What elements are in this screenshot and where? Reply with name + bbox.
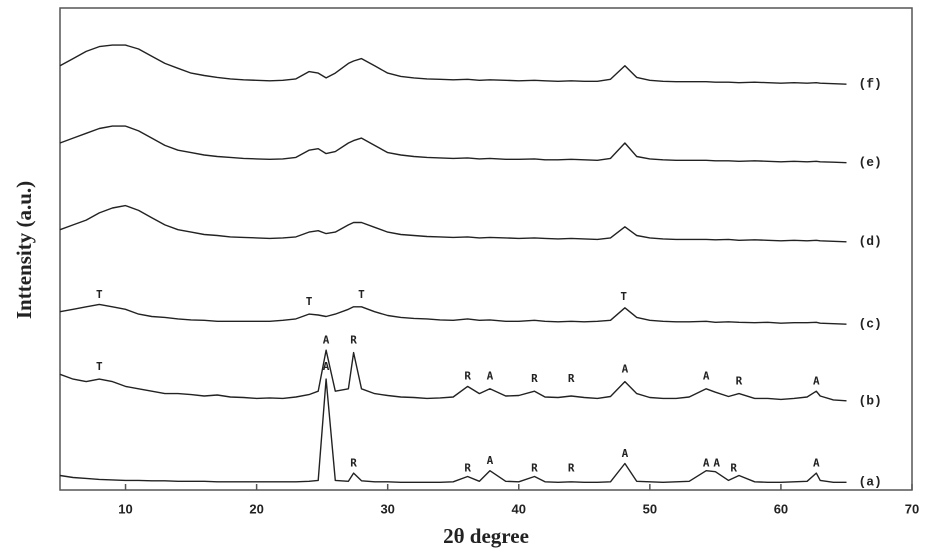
xrd-trace	[59, 204, 847, 243]
peak-label: T	[358, 288, 365, 301]
series-label: (e)	[858, 155, 881, 170]
x-axis-label: 2θ degree	[443, 524, 529, 548]
peak-label: A	[622, 363, 629, 376]
peak-label: R	[464, 370, 471, 383]
peak-label: R	[568, 461, 575, 474]
peak-label: R	[730, 461, 737, 474]
x-tick-label: 30	[380, 501, 394, 516]
x-tick-label: 70	[905, 501, 919, 516]
x-tick-label: 20	[249, 501, 263, 516]
x-tick-label: 10	[118, 501, 132, 516]
peak-label: A	[703, 370, 710, 383]
peak-label: A	[622, 447, 629, 460]
peak-label: A	[323, 334, 330, 347]
peak-label: A	[813, 375, 820, 388]
peak-label: T	[620, 290, 627, 303]
series-label: (c)	[858, 317, 881, 332]
xrd-trace	[59, 378, 847, 483]
xrd-trace	[59, 44, 847, 85]
x-tick-label: 40	[512, 501, 526, 516]
peak-label: T	[306, 295, 313, 308]
peak-label: R	[350, 456, 357, 469]
peak-label: A	[713, 456, 720, 469]
y-axis-label: Inttensity (a.u.)	[12, 181, 36, 319]
peak-label: R	[531, 461, 538, 474]
peak-label: A	[487, 370, 494, 383]
peak-label: R	[350, 334, 357, 347]
peak-label: A	[703, 456, 710, 469]
peak-label: A	[487, 454, 494, 467]
xrd-trace	[59, 125, 847, 164]
plot-frame	[59, 7, 913, 491]
xrd-trace	[59, 349, 847, 402]
peak-label: R	[464, 461, 471, 474]
peak-label: R	[568, 372, 575, 385]
series-label: (d)	[858, 234, 881, 249]
peak-label: T	[96, 360, 103, 373]
peak-label: A	[813, 456, 820, 469]
peak-label: R	[736, 375, 743, 388]
peak-label: T	[96, 288, 103, 301]
x-tick-label: 50	[643, 501, 657, 516]
series-label: (b)	[858, 393, 881, 408]
series-label: (a)	[858, 475, 881, 490]
peak-label: A	[323, 360, 330, 373]
peak-label: R	[531, 372, 538, 385]
series-label: (f)	[858, 77, 881, 92]
xrd-trace	[59, 303, 847, 325]
x-tick-label: 60	[774, 501, 788, 516]
